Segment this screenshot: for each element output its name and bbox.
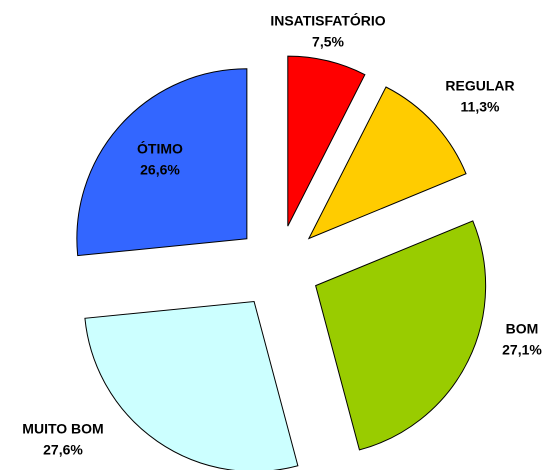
slice-label: INSATISFATÓRIO	[270, 12, 385, 29]
slice-label: MUITO BOM	[22, 421, 103, 437]
pie-slice	[315, 220, 487, 451]
slice-value-label: 11,3%	[461, 99, 500, 115]
slice-value-label: 26,6%	[140, 162, 180, 178]
pie-slice	[287, 55, 366, 227]
pie-slice	[84, 300, 299, 470]
slice-value-label: 27,6%	[43, 442, 83, 458]
slice-value-label: 27,1%	[502, 342, 542, 358]
slice-label: ÓTIMO	[137, 140, 183, 157]
pie-slice	[76, 68, 248, 257]
slice-label: BOM	[506, 321, 539, 337]
slice-label: REGULAR	[445, 78, 514, 94]
slice-value-label: 7,5%	[312, 34, 344, 50]
pie-slice	[307, 86, 467, 240]
